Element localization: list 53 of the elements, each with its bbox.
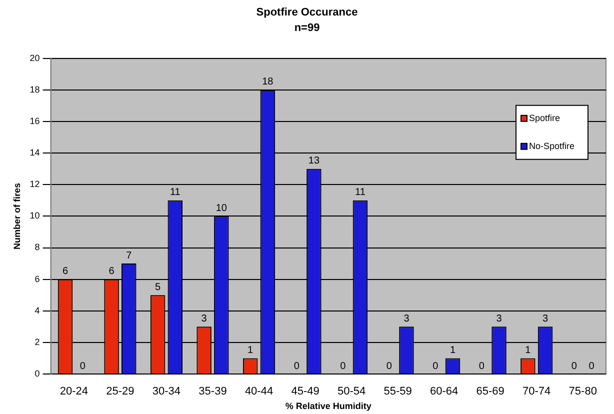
y-tick-label: 8 <box>34 242 40 252</box>
x-tick-label: 20-24 <box>60 386 88 398</box>
chart-subtitle: n=99 <box>294 22 320 34</box>
data-label: 0 <box>432 360 439 372</box>
y-tick-label: 20 <box>30 52 40 63</box>
y-tick-label: 6 <box>34 274 40 284</box>
data-label: 11 <box>355 187 366 198</box>
data-label: 3 <box>404 313 410 324</box>
x-tick-label: 30-34 <box>152 386 181 398</box>
data-label: 0 <box>386 360 392 372</box>
x-tick-label: 70-74 <box>522 386 551 398</box>
data-label: 13 <box>308 156 320 167</box>
data-label: 3 <box>542 313 548 324</box>
x-tick-label: 55-59 <box>384 386 412 398</box>
y-tick-label: 12 <box>30 179 40 190</box>
y-tick-label: 2 <box>34 336 40 347</box>
x-tick-label: 35-39 <box>198 386 227 398</box>
data-label: 18 <box>262 76 274 88</box>
y-tick-label: 16 <box>30 116 40 126</box>
x-tick-label: 75-80 <box>568 386 597 398</box>
x-tick-label: 45-49 <box>291 386 320 398</box>
data-label: 0 <box>80 360 86 372</box>
y-tick-label: 10 <box>30 210 40 221</box>
data-label: 1 <box>248 344 254 356</box>
data-label: 5 <box>155 282 162 293</box>
y-tick-label: 14 <box>30 148 40 158</box>
data-label: 1 <box>525 344 532 356</box>
legend-label: Spotfire <box>529 112 560 123</box>
data-label: 3 <box>496 313 502 324</box>
y-tick-label: 18 <box>30 84 40 94</box>
chart-title: Spotfire Occurance <box>256 6 358 19</box>
data-label: 3 <box>201 313 208 324</box>
data-label: 6 <box>108 266 115 278</box>
data-label: 0 <box>478 360 485 372</box>
y-tick-label: 4 <box>34 305 40 316</box>
y-tick-label: 0 <box>34 368 40 378</box>
x-tick-label: 50-54 <box>337 386 366 398</box>
data-label: 0 <box>588 360 595 372</box>
data-label: 7 <box>126 250 132 262</box>
data-label: 11 <box>170 187 181 198</box>
data-label: 1 <box>450 344 456 356</box>
x-tick-label: 60-64 <box>430 386 458 398</box>
data-label: 6 <box>62 266 68 278</box>
x-axis-title: % Relative Humidity <box>285 401 372 412</box>
y-axis-title: Number of fires <box>12 182 22 250</box>
data-label: 0 <box>340 360 346 372</box>
legend-label: No-Spotfire <box>529 140 575 151</box>
x-tick-label: 65-69 <box>476 386 504 398</box>
data-label: 0 <box>571 360 578 372</box>
x-tick-label: 40-44 <box>244 386 274 398</box>
data-label: 0 <box>294 360 300 372</box>
x-tick-label: 25-29 <box>106 386 134 398</box>
data-label: 10 <box>216 202 228 214</box>
